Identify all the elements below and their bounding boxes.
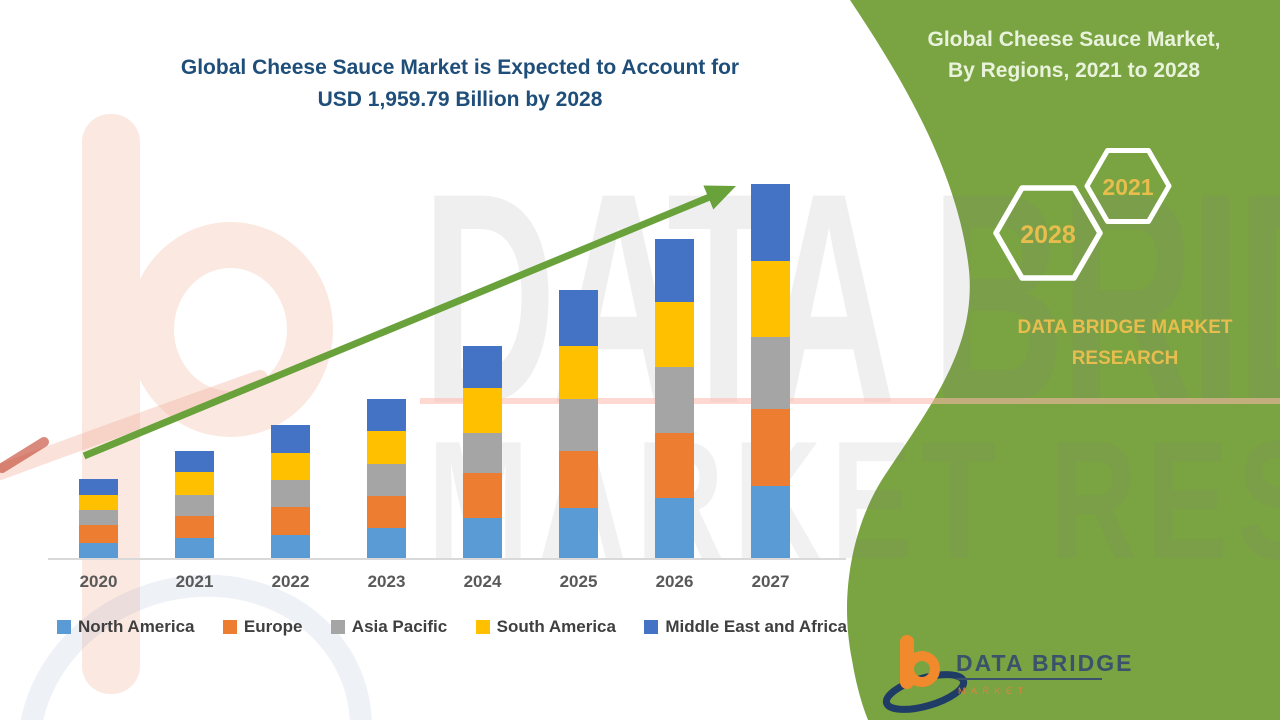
bar-segment-2024-asia-pacific <box>463 433 502 473</box>
legend-swatch-icon <box>475 620 490 634</box>
bar-segment-2026-south-america <box>655 302 694 367</box>
legend-item-europe: Europe <box>222 617 303 637</box>
legend-item-asia-pacific: Asia Pacific <box>330 617 448 637</box>
bar-segment-2020-middle-east-and-africa <box>79 479 118 495</box>
bar-segment-2022-middle-east-and-africa <box>271 425 310 453</box>
legend-label: South America <box>496 617 616 636</box>
x-axis-label-2023: 2023 <box>367 572 406 591</box>
legend-item-south-america: South America <box>475 617 616 637</box>
bar-segment-2022-north-america <box>271 535 310 558</box>
chart-legend: North America Europe Asia Pacific South Ame… <box>57 617 847 637</box>
chart-title: Global Cheese Sauce Market is Expected t… <box>60 52 860 116</box>
bar-segment-2024-europe <box>463 473 502 518</box>
bar-segment-2027-europe <box>751 409 790 486</box>
bar-segment-2025-south-america <box>559 346 598 399</box>
footer-logo: DATA BRIDGE MARKET RESEARCH <box>882 635 1133 713</box>
chart-title-line2: USD 1,959.79 Billion by 2028 <box>317 88 603 111</box>
bar-segment-2025-middle-east-and-africa <box>559 290 598 346</box>
brand-text-line1: DATA BRIDGE MARKET <box>1017 317 1233 338</box>
legend-swatch-icon <box>330 620 345 634</box>
bar-segment-2026-north-america <box>655 498 694 558</box>
bar-segment-2020-asia-pacific <box>79 510 118 525</box>
bar-segment-2021-middle-east-and-africa <box>175 451 214 472</box>
brand-text: DATA BRIDGE MARKET RESEARCH <box>975 312 1275 374</box>
bar-segment-2021-south-america <box>175 472 214 495</box>
legend-label: North America <box>78 617 195 636</box>
bar-segment-2026-middle-east-and-africa <box>655 239 694 302</box>
x-axis-label-2020: 2020 <box>79 572 118 591</box>
bar-segment-2021-europe <box>175 516 214 538</box>
legend-swatch-icon <box>644 620 659 634</box>
bar-segment-2022-south-america <box>271 453 310 480</box>
legend-item-middle-east-and-africa: Middle East and Africa <box>644 617 847 637</box>
x-axis-label-2025: 2025 <box>559 572 598 591</box>
bar-segment-2020-south-america <box>79 495 118 510</box>
footer-logo-b-bowl-icon <box>904 651 940 687</box>
panel-heading-line1: Global Cheese Sauce Market, <box>927 28 1221 51</box>
legend-label: Middle East and Africa <box>665 617 847 636</box>
bar-segment-2027-asia-pacific <box>751 337 790 409</box>
watermark-underline <box>420 398 1280 404</box>
panel-heading: Global Cheese Sauce Market, By Regions, … <box>900 24 1248 86</box>
legend-label: Europe <box>243 617 303 636</box>
x-axis-label-2027: 2027 <box>751 572 790 591</box>
brand-text-line2: RESEARCH <box>1071 348 1179 369</box>
x-axis-line <box>48 558 846 560</box>
footer-logo-swoosh-icon <box>882 671 968 713</box>
bar-segment-2026-europe <box>655 433 694 498</box>
x-axis-label-2021: 2021 <box>175 572 214 591</box>
legend-swatch-icon <box>57 620 71 634</box>
legend-swatch-icon <box>222 620 237 634</box>
panel-heading-line2: By Regions, 2021 to 2028 <box>947 59 1201 82</box>
bar-segment-2021-north-america <box>175 538 214 558</box>
chart-title-line1: Global Cheese Sauce Market is Expected t… <box>180 56 740 79</box>
bar-segment-2025-asia-pacific <box>559 399 598 451</box>
x-axis-label-2024: 2024 <box>463 572 502 591</box>
footer-logo-name: DATA BRIDGE <box>956 650 1133 676</box>
bar-segment-2021-asia-pacific <box>175 495 214 516</box>
bar-segment-2025-north-america <box>559 508 598 558</box>
bar-segment-2020-europe <box>79 525 118 543</box>
bar-segment-2023-middle-east-and-africa <box>367 399 406 431</box>
x-axis-label-2022: 2022 <box>271 572 310 591</box>
bar-segment-2024-middle-east-and-africa <box>463 346 502 388</box>
bar-segment-2020-north-america <box>79 543 118 558</box>
x-axis-label-2026: 2026 <box>655 572 694 591</box>
legend-label: Asia Pacific <box>351 617 448 636</box>
bar-segment-2023-south-america <box>367 431 406 464</box>
bar-segment-2022-asia-pacific <box>271 480 310 507</box>
bar-segment-2025-europe <box>559 451 598 508</box>
bar-segment-2027-middle-east-and-africa <box>751 184 790 261</box>
bar-segment-2027-south-america <box>751 261 790 337</box>
bar-segment-2022-europe <box>271 507 310 535</box>
bar-segment-2023-asia-pacific <box>367 464 406 496</box>
bar-segment-2026-asia-pacific <box>655 367 694 433</box>
bar-segment-2023-europe <box>367 496 406 528</box>
footer-logo-subtitle-research: RESEARCH <box>1032 686 1126 696</box>
bar-segment-2027-north-america <box>751 486 790 558</box>
bar-segment-2024-north-america <box>463 518 502 558</box>
bar-segment-2024-south-america <box>463 388 502 433</box>
footer-logo-subtitle-market: MARKET <box>958 686 1029 696</box>
bar-segment-2023-north-america <box>367 528 406 558</box>
legend-item-north-america: North America <box>57 617 195 637</box>
